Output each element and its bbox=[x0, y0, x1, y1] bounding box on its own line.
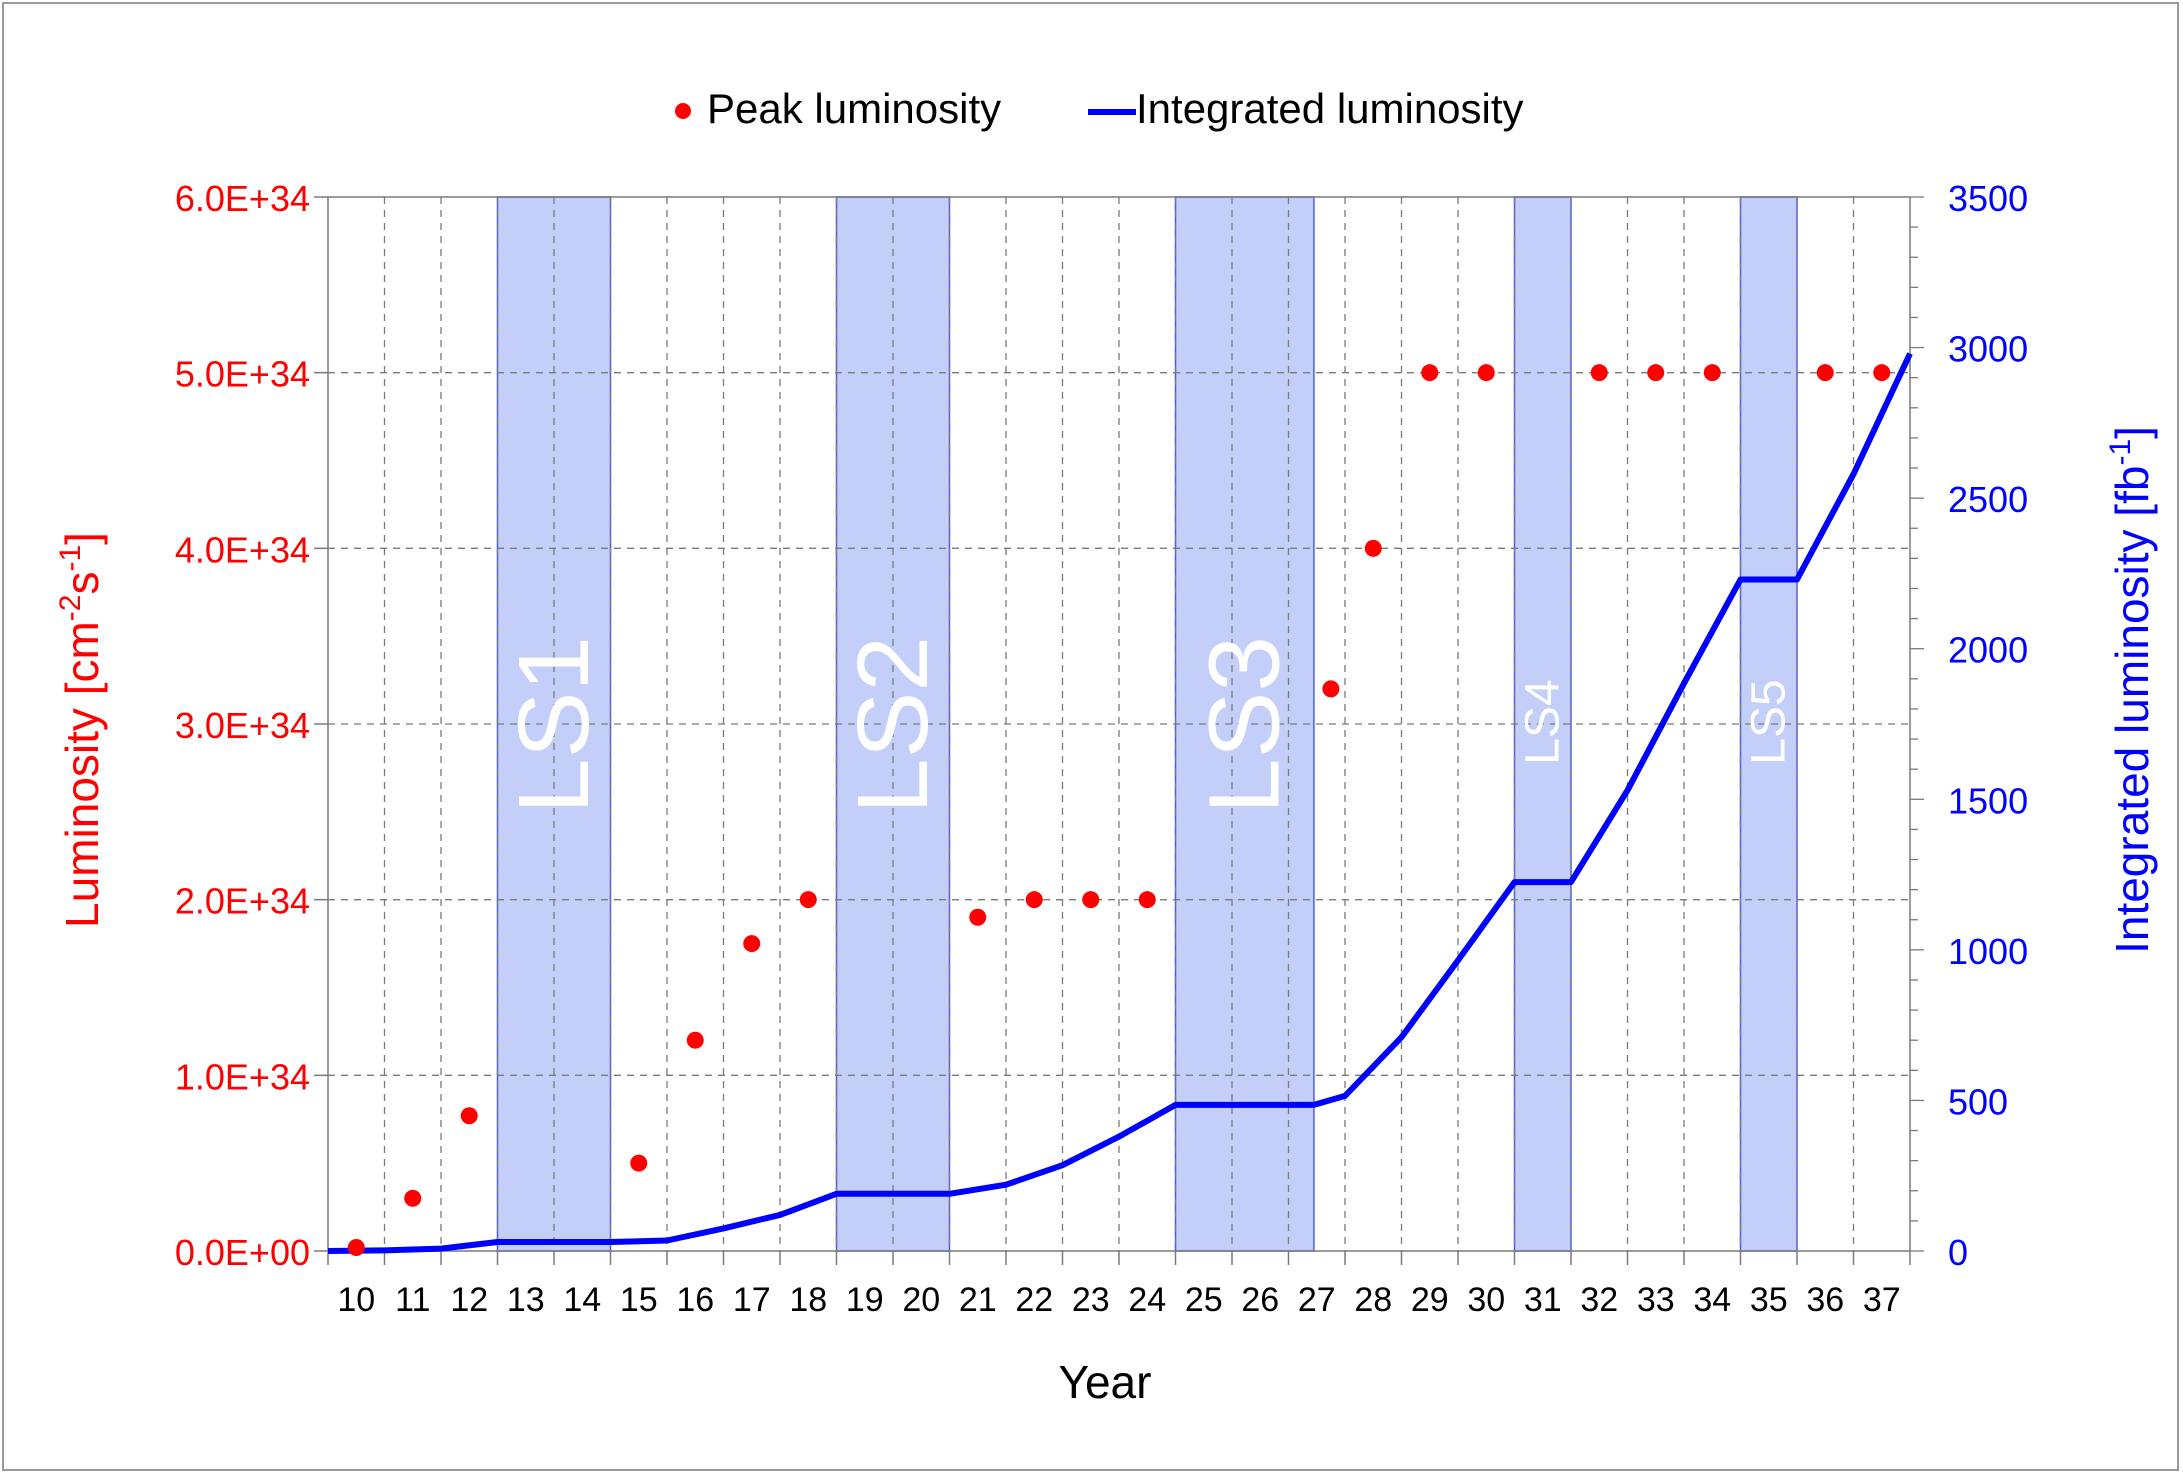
right-tick-label: 1500 bbox=[1948, 780, 2028, 821]
peak-luminosity-point bbox=[630, 1154, 648, 1172]
x-tick-label: 26 bbox=[1241, 1281, 1279, 1319]
peak-luminosity-point bbox=[347, 1238, 365, 1256]
right-tick-label: 500 bbox=[1948, 1081, 2008, 1122]
shutdown-label-ls5: LS5 bbox=[1742, 679, 1795, 764]
peak-luminosity-point bbox=[1590, 364, 1608, 382]
x-axis-title: Year bbox=[1059, 1356, 1152, 1408]
x-tick-label: 36 bbox=[1806, 1281, 1844, 1319]
peak-luminosity-point bbox=[1816, 364, 1834, 382]
peak-luminosity-point bbox=[1703, 364, 1721, 382]
shutdown-label-ls3: LS3 bbox=[1189, 636, 1301, 814]
legend-integrated-label: Integrated luminosity bbox=[1136, 85, 1524, 132]
left-axis-title: Luminosity [cm-2s-1] bbox=[54, 532, 108, 928]
x-tick-label: 34 bbox=[1693, 1281, 1731, 1319]
peak-luminosity-point bbox=[743, 935, 761, 953]
x-tick-label: 23 bbox=[1072, 1281, 1110, 1319]
axes: 0.0E+00 1.0E+34 2.0E+34 3.0E+34 4.0E+34 5.0E+… bbox=[175, 178, 2028, 1319]
shutdown-label-ls1: LS1 bbox=[498, 636, 610, 814]
peak-luminosity-point bbox=[1364, 539, 1382, 557]
x-tick-label: 21 bbox=[959, 1281, 997, 1319]
left-axis-title-mid: s bbox=[56, 572, 108, 595]
left-axis-title-end: ] bbox=[56, 532, 108, 545]
integrated-luminosity-line bbox=[327, 352, 1913, 1254]
x-tick-label: 37 bbox=[1863, 1281, 1901, 1319]
x-tick-label: 28 bbox=[1354, 1281, 1392, 1319]
left-tick-label: 4.0E+34 bbox=[175, 529, 310, 570]
legend-peak-label: Peak luminosity bbox=[707, 85, 1001, 132]
peak-luminosity-point bbox=[969, 908, 987, 926]
left-axis-title-main: Luminosity [cm bbox=[56, 621, 108, 928]
peak-luminosity-point bbox=[1322, 680, 1340, 698]
x-tick-label: 30 bbox=[1467, 1281, 1505, 1319]
x-tick-label: 32 bbox=[1580, 1281, 1618, 1319]
x-tick-label: 15 bbox=[620, 1281, 658, 1319]
peak-luminosity-point bbox=[1025, 891, 1043, 909]
peak-luminosity-point bbox=[1477, 364, 1495, 382]
gridlines bbox=[328, 197, 1910, 1251]
right-axis-title-end: ] bbox=[2106, 426, 2158, 439]
left-tick-label: 6.0E+34 bbox=[175, 178, 310, 219]
right-tick-label: 3500 bbox=[1948, 178, 2028, 219]
peak-luminosity-point bbox=[1647, 364, 1665, 382]
right-tick-label: 3000 bbox=[1948, 329, 2028, 370]
x-tick-label: 22 bbox=[1015, 1281, 1053, 1319]
peak-luminosity-point bbox=[799, 891, 817, 909]
left-tick-label: 2.0E+34 bbox=[175, 881, 310, 922]
x-tick-label: 24 bbox=[1128, 1281, 1166, 1319]
legend: Peak luminosity Integrated luminosity bbox=[675, 85, 1524, 132]
x-tick-label: 16 bbox=[676, 1281, 714, 1319]
x-tick-label: 10 bbox=[337, 1281, 375, 1319]
x-tick-label: 31 bbox=[1524, 1281, 1562, 1319]
right-tick-label: 2500 bbox=[1948, 479, 2028, 520]
shutdown-label-ls4: LS4 bbox=[1516, 679, 1569, 764]
legend-peak-marker bbox=[675, 103, 691, 119]
left-tick-label: 0.0E+00 bbox=[175, 1232, 310, 1273]
integrated-luminosity-series bbox=[327, 352, 1913, 1254]
peak-luminosity-point bbox=[404, 1189, 422, 1207]
left-axis-title-sup1: -2 bbox=[54, 595, 87, 622]
peak-luminosity-point bbox=[686, 1031, 704, 1049]
shutdown-labels: LS1 LS2 LS3 LS4 LS5 bbox=[498, 636, 1795, 814]
right-tick-label: 2000 bbox=[1948, 630, 2028, 671]
x-tick-label: 27 bbox=[1298, 1281, 1336, 1319]
x-tick-label: 14 bbox=[563, 1281, 601, 1319]
left-tick-label: 3.0E+34 bbox=[175, 705, 310, 746]
peak-luminosity-point bbox=[1873, 364, 1891, 382]
shutdown-label-ls2: LS2 bbox=[837, 636, 949, 814]
x-tick-label: 25 bbox=[1185, 1281, 1223, 1319]
peak-luminosity-series bbox=[347, 364, 1891, 1256]
left-tick-label: 1.0E+34 bbox=[175, 1056, 310, 1097]
peak-luminosity-point bbox=[460, 1107, 478, 1125]
peak-luminosity-point bbox=[1082, 891, 1100, 909]
right-axis-title: Integrated luminosity [fb-1] bbox=[2104, 426, 2158, 954]
right-axis-title-sup: -1 bbox=[2104, 439, 2137, 466]
x-tick-label: 11 bbox=[395, 1281, 430, 1319]
right-tick-label: 0 bbox=[1948, 1232, 1968, 1273]
x-tick-label: 19 bbox=[846, 1281, 884, 1319]
x-tick-label: 29 bbox=[1411, 1281, 1449, 1319]
x-tick-label: 13 bbox=[507, 1281, 545, 1319]
right-tick-label: 1000 bbox=[1948, 931, 2028, 972]
x-tick-label: 17 bbox=[733, 1281, 771, 1319]
peak-luminosity-point bbox=[1138, 891, 1156, 909]
left-tick-label: 5.0E+34 bbox=[175, 354, 310, 395]
x-tick-label: 18 bbox=[789, 1281, 827, 1319]
x-tick-label: 20 bbox=[902, 1281, 940, 1319]
peak-luminosity-point bbox=[1421, 364, 1439, 382]
left-axis-title-sup2: -1 bbox=[54, 545, 87, 572]
x-tick-label: 35 bbox=[1750, 1281, 1788, 1319]
right-axis-title-main: Integrated luminosity [fb bbox=[2106, 466, 2158, 954]
x-tick-label: 33 bbox=[1637, 1281, 1675, 1319]
x-tick-label: 12 bbox=[450, 1281, 488, 1319]
